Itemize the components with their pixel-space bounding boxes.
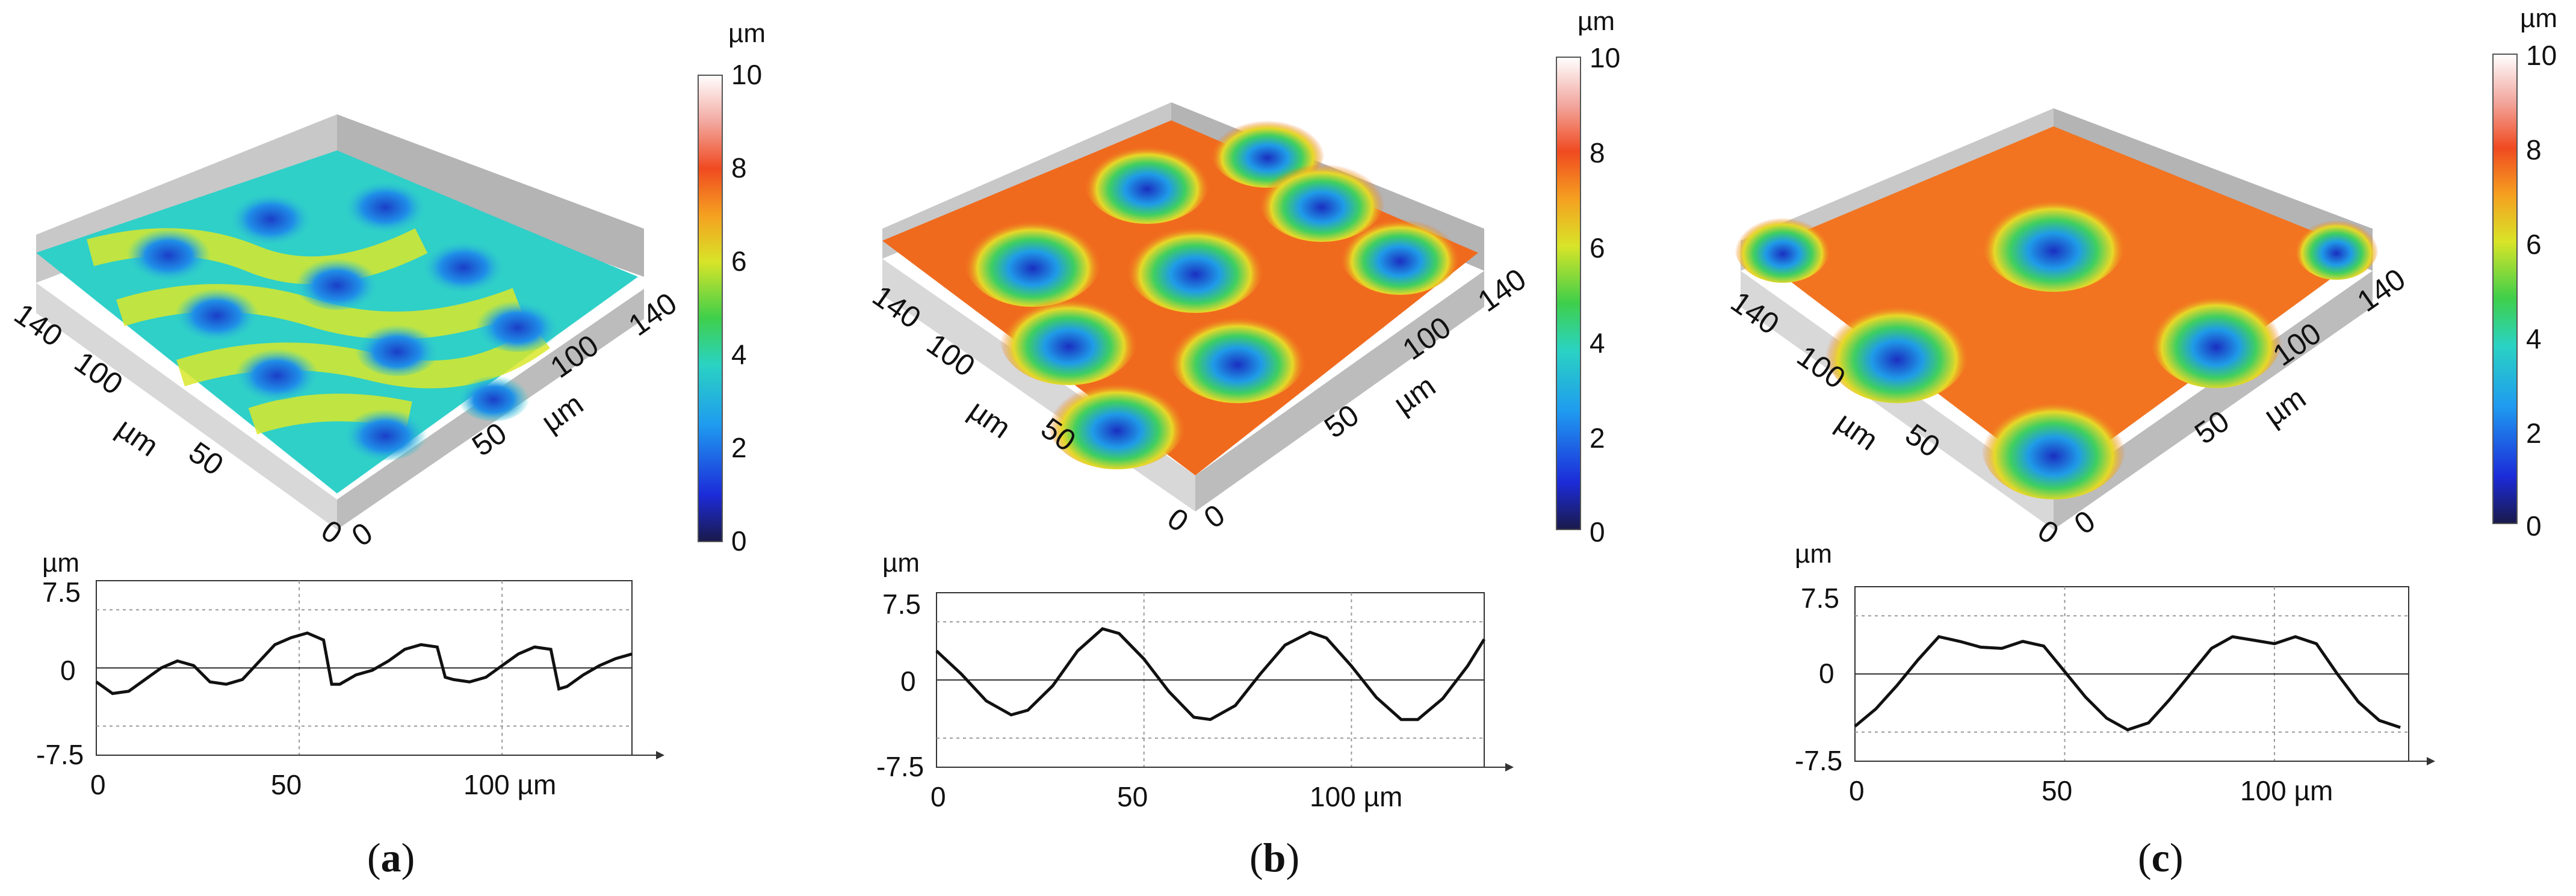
surface-plot-a xyxy=(36,114,644,530)
colorbar-tick-2: 2 xyxy=(1590,422,1605,454)
colorbar-tick-10: 10 xyxy=(731,59,762,90)
profile-y-tick-neg7.5: -7.5 xyxy=(876,751,924,782)
surface-x-unit: µm xyxy=(1387,369,1441,421)
surface-plot-b xyxy=(882,102,1484,511)
profile-x-tick-50: 50 xyxy=(1117,781,1148,812)
profile-x-tick-0: 0 xyxy=(1849,775,1865,806)
profile-series-line xyxy=(1854,635,2401,732)
profile-x-tick-50: 50 xyxy=(271,769,302,800)
panel-a-figure: 140 100 µm 50 0 0 50 µm 100 140 µm 10 8 … xyxy=(8,19,766,880)
profile-y-tick-neg7.5: -7.5 xyxy=(1795,745,1842,776)
surface-y-tick-0: 0 xyxy=(2032,513,2065,551)
colorbar-tick-8: 8 xyxy=(731,152,747,184)
panel-a: 140 100 µm 50 0 0 50 µm 100 140 µm 10 8 … xyxy=(0,0,858,893)
surface-side-right xyxy=(2054,271,2373,530)
surface-y-tick-140: 140 xyxy=(1725,285,1785,341)
surface-y-tick-0: 0 xyxy=(315,513,348,551)
profile-x-tick-0: 0 xyxy=(930,781,946,812)
profile-x-tick-100: 100 µm xyxy=(1310,781,1402,812)
panel-c: 140 100 µm 50 0 0 50 µm 100 140 µm 10 8 … xyxy=(1717,0,2575,893)
colorbar-tick-6: 6 xyxy=(2526,229,2542,260)
surface-ridges xyxy=(87,228,550,434)
profile-x-tick-0: 0 xyxy=(90,769,106,800)
surface-x-tick-140: 140 xyxy=(622,286,683,342)
colorbar-tick-4: 4 xyxy=(731,339,747,370)
surface-y-tick-0: 0 xyxy=(1162,501,1195,539)
colorbar-gradient xyxy=(1556,57,1581,530)
profile-y-tick-neg7.5: -7.5 xyxy=(36,739,84,770)
surface-pits xyxy=(1735,190,2379,499)
colorbar-tick-8: 8 xyxy=(1590,137,1605,168)
colorbar-tick-4: 4 xyxy=(2526,323,2542,354)
profile-x-tick-100: 100 µm xyxy=(463,769,556,800)
profile-y-unit: µm xyxy=(882,548,920,578)
colorbar-tick-2: 2 xyxy=(731,432,747,463)
panel-b-figure: 140 100 µm 50 0 0 50 µm 100 140 µm 10 8 … xyxy=(867,7,1620,880)
colorbar-c: µm 10 8 6 4 2 0 xyxy=(2492,4,2557,542)
colorbar-unit: µm xyxy=(1577,7,1615,36)
surface-y-unit: µm xyxy=(963,393,1017,445)
profile-axes xyxy=(937,763,1514,771)
profile-y-unit: µm xyxy=(42,548,79,578)
panel-caption-a: (a) xyxy=(367,835,415,880)
profile-y-tick-0: 0 xyxy=(900,666,916,697)
colorbar-tick-4: 4 xyxy=(1590,327,1605,359)
colorbar-tick-10: 10 xyxy=(1590,42,1620,73)
colorbar-b: µm 10 8 6 4 2 0 xyxy=(1556,7,1620,548)
surface-side-right xyxy=(1195,271,1484,511)
colorbar-tick-6: 6 xyxy=(1590,232,1605,264)
surface-plot-c xyxy=(1735,108,2379,530)
colorbar-gradient xyxy=(2492,54,2518,524)
colorbar-gradient xyxy=(698,75,723,542)
profile-y-tick-7.5: 7.5 xyxy=(1801,582,1839,614)
panel-b: 140 100 µm 50 0 0 50 µm 100 140 µm 10 8 … xyxy=(858,0,1717,893)
panel-caption-b: (b) xyxy=(1249,835,1299,880)
colorbar-a: µm 10 8 6 4 2 0 xyxy=(698,19,766,557)
colorbar-tick-10: 10 xyxy=(2526,40,2557,71)
surface-top xyxy=(1753,126,2367,481)
colorbar-tick-8: 8 xyxy=(2526,134,2542,165)
profile-x-tick-50: 50 xyxy=(2042,775,2072,806)
surface-x-tick-0: 0 xyxy=(1198,498,1231,535)
profile-series-line xyxy=(95,631,633,696)
profile-axes xyxy=(1855,757,2435,765)
profile-y-tick-7.5: 7.5 xyxy=(42,576,81,608)
panel-c-figure: 140 100 µm 50 0 0 50 µm 100 140 µm 10 8 … xyxy=(1725,4,2557,880)
profile-y-tick-0: 0 xyxy=(1819,658,1834,689)
surface-pits xyxy=(126,178,560,460)
surface-x-tick-0: 0 xyxy=(2068,504,2101,541)
profile-chart-c: µm 7.5 0 -7.5 0 50 100 µm xyxy=(1795,539,2435,806)
colorbar-unit: µm xyxy=(2520,4,2557,33)
colorbar-tick-0: 0 xyxy=(731,525,747,557)
profile-y-unit: µm xyxy=(1795,539,1832,569)
surface-back-wall-right xyxy=(337,114,644,277)
profile-y-tick-7.5: 7.5 xyxy=(882,589,921,620)
colorbar-tick-0: 0 xyxy=(1590,516,1605,548)
surface-x-unit: µm xyxy=(2258,381,2312,433)
surface-x-tick-140: 140 xyxy=(1472,262,1532,318)
profile-axes xyxy=(96,751,664,759)
profile-y-tick-0: 0 xyxy=(60,655,76,686)
colorbar-tick-2: 2 xyxy=(2526,418,2542,449)
surface-x-tick-0: 0 xyxy=(345,516,379,553)
colorbar-tick-6: 6 xyxy=(731,246,747,277)
colorbar-tick-0: 0 xyxy=(2526,510,2542,542)
profile-chart-a: µm 7.5 0 -7.5 0 50 100 µm xyxy=(36,548,664,800)
surface-y-unit: µm xyxy=(111,411,165,463)
surface-y-unit: µm xyxy=(1830,405,1884,457)
surface-pits xyxy=(964,113,1460,469)
surface-x-unit: µm xyxy=(535,387,589,439)
profile-series-line xyxy=(935,627,1486,721)
profile-chart-b: µm 7.5 0 -7.5 0 50 100 µm xyxy=(876,548,1514,812)
panel-caption-c: (c) xyxy=(2138,835,2184,880)
profile-x-tick-100: 100 µm xyxy=(2240,775,2333,806)
colorbar-unit: µm xyxy=(728,19,766,48)
surface-side-left xyxy=(36,283,337,530)
